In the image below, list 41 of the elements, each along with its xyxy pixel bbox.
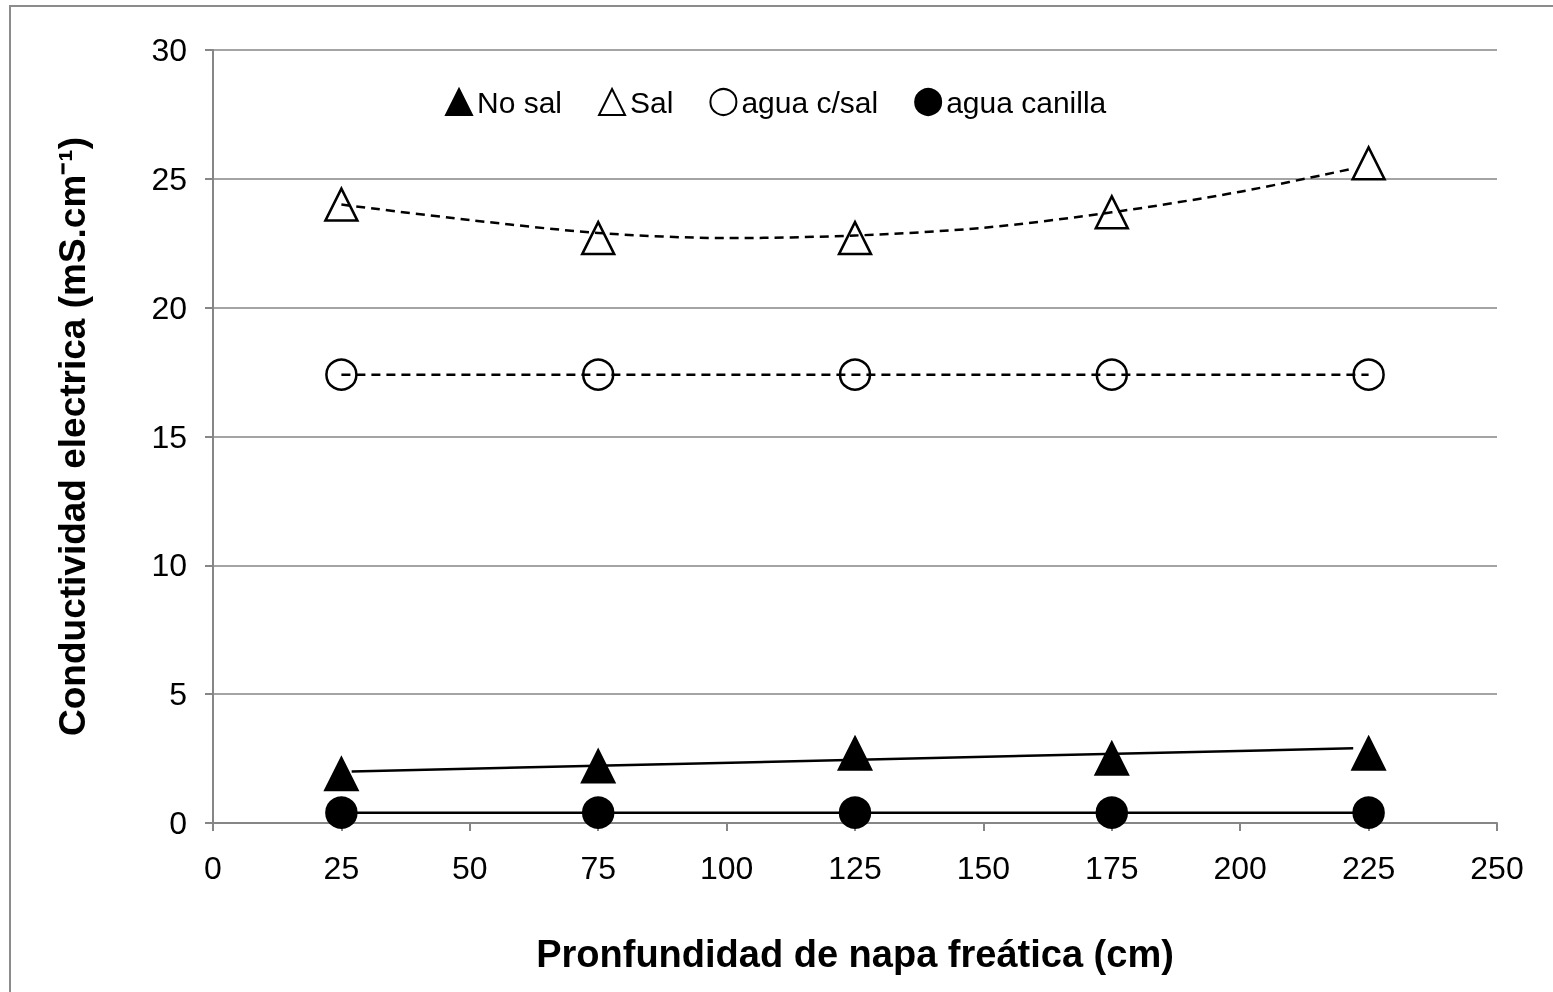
- point: [1351, 146, 1386, 181]
- point: [324, 187, 359, 222]
- x-tick-label: 50: [452, 850, 488, 886]
- point: [1352, 358, 1385, 391]
- x-tick-label: 25: [323, 850, 360, 886]
- y-tick-label: 0: [169, 805, 187, 841]
- point: [1094, 195, 1130, 230]
- x-tick-label: 200: [1213, 850, 1267, 886]
- point: [1352, 796, 1385, 829]
- x-tick-label: 225: [1341, 850, 1396, 886]
- legend-label: agua c/sal: [741, 85, 879, 119]
- legend-label: Sal: [630, 85, 674, 119]
- x-tick-label: 125: [828, 850, 882, 886]
- point: [1351, 736, 1386, 771]
- point: [580, 220, 616, 256]
- legend-label: No sal: [477, 85, 563, 119]
- x-tick-label: 75: [580, 850, 616, 886]
- legend-label: agua canilla: [946, 85, 1107, 119]
- y-tick-label: 30: [151, 32, 187, 68]
- y-tick-label: 10: [151, 547, 187, 584]
- x-tick-label: 175: [1085, 850, 1139, 886]
- point: [1094, 741, 1130, 776]
- x-tick-label: 100: [699, 850, 754, 886]
- x-axis-title: Pronfundidad de napa freática (cm): [536, 933, 1174, 975]
- point: [325, 358, 358, 391]
- y-tick-label: 15: [151, 418, 187, 455]
- y-axis-title: Conductividad electrica (mS.cm⁻¹): [52, 137, 93, 736]
- point: [1095, 358, 1129, 391]
- point: [581, 358, 615, 391]
- y-tick-label: 25: [151, 160, 187, 197]
- x-tick-label: 150: [956, 850, 1011, 886]
- point: [324, 756, 359, 792]
- y-tick-label: 5: [169, 676, 187, 713]
- point: [325, 796, 358, 829]
- point: [580, 749, 616, 784]
- point: [837, 220, 873, 256]
- point: [838, 358, 872, 391]
- y-tick-label: 20: [151, 289, 187, 326]
- x-tick-label: 250: [1470, 850, 1524, 886]
- point: [837, 736, 873, 771]
- x-tick-label: 0: [204, 850, 222, 886]
